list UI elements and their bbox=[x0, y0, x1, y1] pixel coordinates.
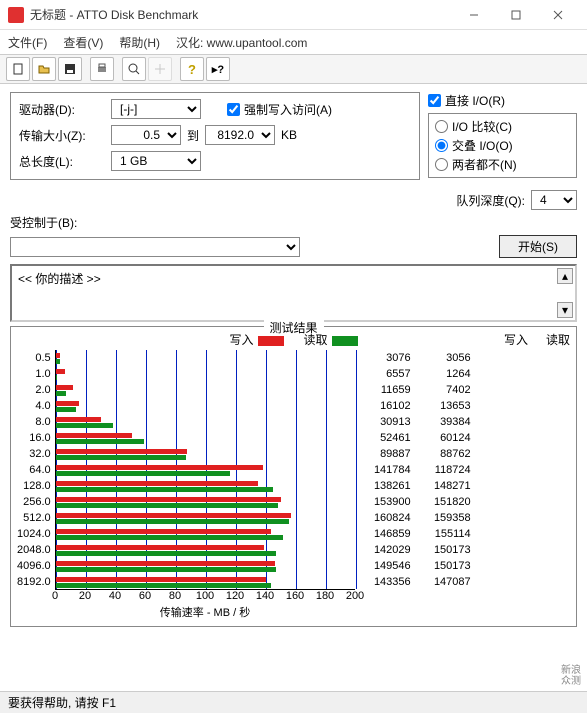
toolbar: ? ▸? bbox=[0, 54, 587, 84]
col-write-header: 写入 bbox=[504, 331, 528, 348]
zoom-icon[interactable] bbox=[122, 57, 146, 81]
move-icon[interactable] bbox=[148, 57, 172, 81]
total-length-label: 总长度(L): bbox=[19, 153, 105, 170]
transfer-size-label: 传输大小(Z): bbox=[19, 127, 105, 144]
queue-depth-label: 队列深度(Q): bbox=[456, 192, 525, 209]
transfer-from-select[interactable]: 0.5 bbox=[111, 125, 181, 145]
statusbar: 要获得帮助, 请按 F1 bbox=[0, 691, 587, 713]
legend-read-swatch bbox=[332, 336, 358, 346]
drive-select[interactable]: [-j-] bbox=[111, 99, 201, 119]
new-icon[interactable] bbox=[6, 57, 30, 81]
chart-values: 3076305665571264116597402161021365330913… bbox=[363, 350, 471, 590]
to-label: 到 bbox=[187, 127, 199, 144]
controlled-select[interactable] bbox=[10, 237, 300, 257]
io-overlap-radio[interactable]: 交叠 I/O(O) bbox=[435, 137, 570, 154]
controlled-label: 受控制于(B): bbox=[10, 214, 77, 231]
whatsthis-icon[interactable]: ▸? bbox=[206, 57, 230, 81]
force-write-checkbox[interactable]: 强制写入访问(A) bbox=[227, 101, 332, 118]
menu-view[interactable]: 查看(V) bbox=[63, 34, 103, 51]
legend-write-label: 写入 bbox=[229, 333, 253, 347]
close-button[interactable] bbox=[537, 1, 579, 29]
menu-hanhua: 汉化: www.upantool.com bbox=[176, 34, 307, 51]
scroll-down-icon[interactable]: ▾ bbox=[557, 302, 573, 318]
watermark: 新浪众测 bbox=[561, 665, 581, 687]
menu-file[interactable]: 文件(F) bbox=[8, 34, 47, 51]
chart-y-labels: 0.51.02.04.08.016.032.064.0128.0256.0512… bbox=[17, 350, 55, 590]
legend-read-label: 读取 bbox=[304, 333, 328, 347]
results-panel: 测试结果 写入 读取 写入 读取 0.51.02.04.08.016.032.0… bbox=[10, 326, 577, 627]
legend-write-swatch bbox=[258, 336, 284, 346]
total-length-select[interactable]: 1 GB bbox=[111, 151, 201, 171]
save-icon[interactable] bbox=[58, 57, 82, 81]
start-button[interactable]: 开始(S) bbox=[499, 235, 577, 258]
io-mode-group: I/O 比较(C) 交叠 I/O(O) 两者都不(N) bbox=[428, 113, 577, 178]
queue-depth-select[interactable]: 4 bbox=[531, 190, 577, 210]
minimize-button[interactable] bbox=[453, 1, 495, 29]
open-icon[interactable] bbox=[32, 57, 56, 81]
chart-x-label: 传输速率 - MB / 秒 bbox=[55, 604, 355, 620]
description-box[interactable]: << 你的描述 >> ▴ ▾ bbox=[10, 264, 577, 322]
window-title: 无标题 - ATTO Disk Benchmark bbox=[30, 6, 453, 23]
kb-label: KB bbox=[281, 128, 297, 142]
transfer-to-select[interactable]: 8192.0 bbox=[205, 125, 275, 145]
menu-help[interactable]: 帮助(H) bbox=[119, 34, 160, 51]
chart-x-axis: 020406080100120140160180200 bbox=[55, 590, 357, 604]
maximize-button[interactable] bbox=[495, 1, 537, 29]
help-icon[interactable]: ? bbox=[180, 57, 204, 81]
chart-bars bbox=[55, 350, 355, 590]
titlebar: 无标题 - ATTO Disk Benchmark bbox=[0, 0, 587, 30]
app-icon bbox=[8, 7, 24, 23]
io-neither-radio[interactable]: 两者都不(N) bbox=[435, 156, 570, 173]
drive-label: 驱动器(D): bbox=[19, 101, 105, 118]
menubar: 文件(F) 查看(V) 帮助(H) 汉化: www.upantool.com bbox=[0, 30, 587, 54]
scroll-up-icon[interactable]: ▴ bbox=[557, 268, 573, 284]
print-icon[interactable] bbox=[90, 57, 114, 81]
col-read-header: 读取 bbox=[546, 331, 570, 348]
direct-io-checkbox[interactable]: 直接 I/O(R) bbox=[428, 92, 577, 109]
status-text: 要获得帮助, 请按 F1 bbox=[8, 694, 116, 711]
io-compare-radio[interactable]: I/O 比较(C) bbox=[435, 118, 570, 135]
